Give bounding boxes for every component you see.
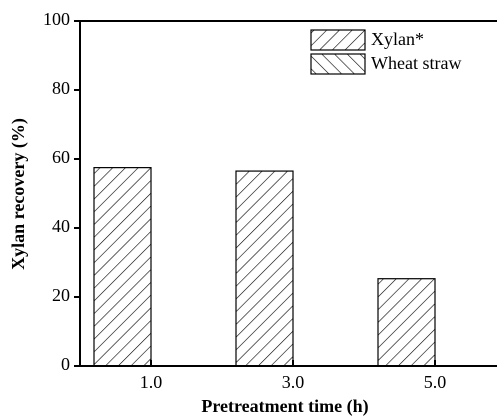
legend-label: Wheat straw [371,53,461,73]
x-tick-label: 3.0 [282,372,305,392]
x-tick-label: 1.0 [140,372,163,392]
y-tick-label: 40 [52,216,70,236]
x-tick-label: 5.0 [424,372,447,392]
y-tick-label: 20 [52,285,70,305]
legend-label: Xylan* [371,29,424,49]
legend-swatch [310,53,366,75]
legend-swatch [310,29,366,51]
bar [235,170,294,367]
bar [377,278,436,367]
y-tick-label: 0 [61,354,70,374]
bar [93,167,152,367]
y-tick-label: 80 [52,78,70,98]
y-axis-title: Xylan recovery (%) [8,118,29,270]
y-tick-label: 60 [52,147,70,167]
x-axis-title: Pretreatment time (h) [201,396,368,417]
y-tick-label: 100 [43,9,70,29]
